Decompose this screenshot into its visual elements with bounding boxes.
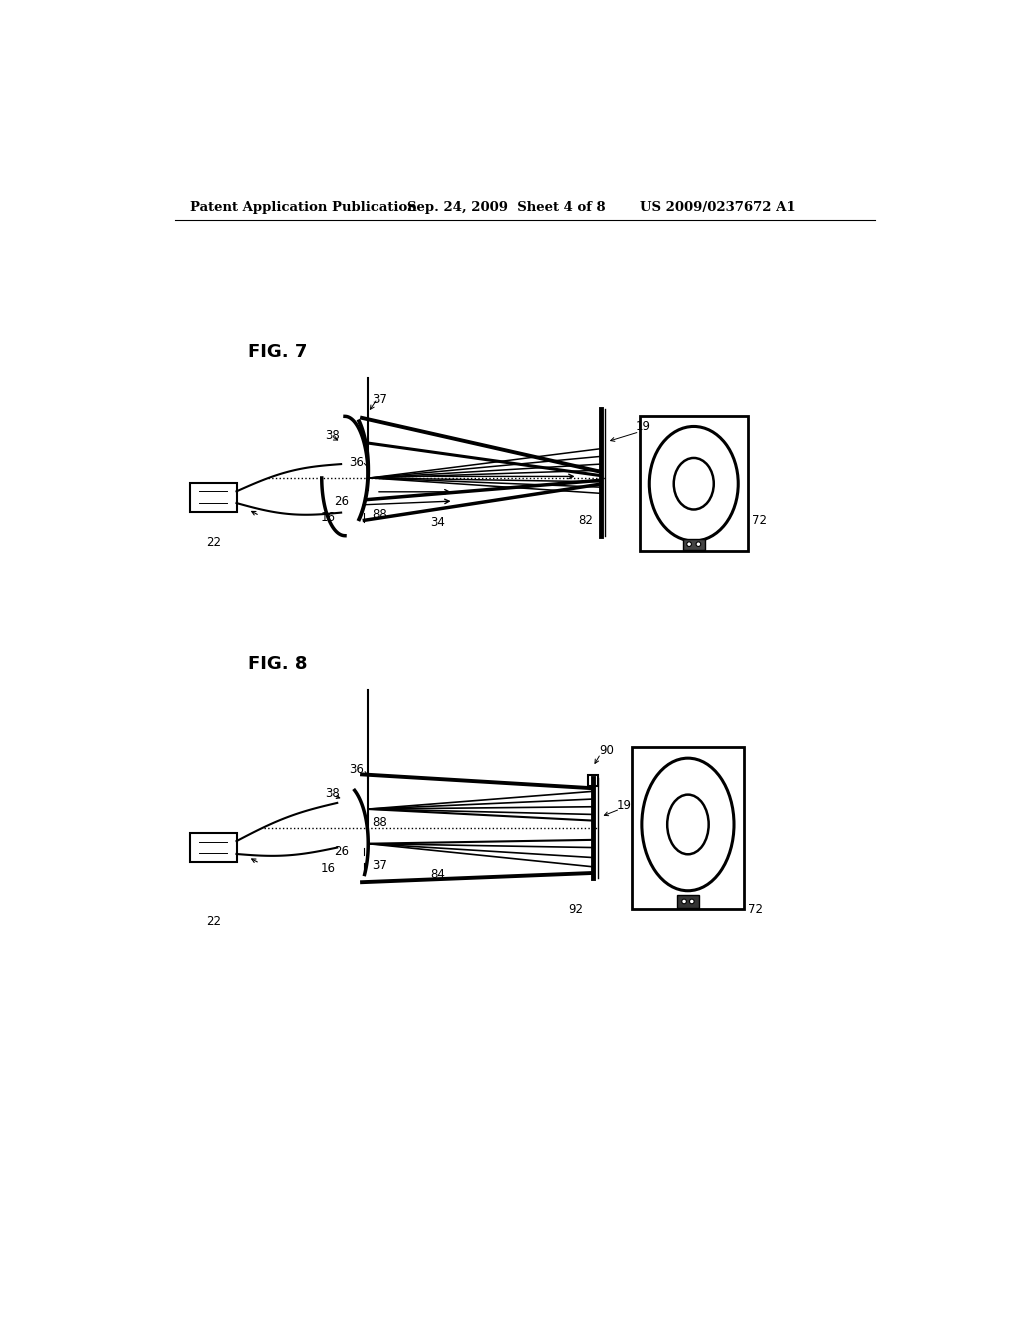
Text: 37: 37 bbox=[372, 393, 387, 407]
Bar bbox=[683, 539, 705, 549]
Text: 82: 82 bbox=[579, 513, 593, 527]
Ellipse shape bbox=[668, 795, 709, 854]
Bar bbox=[588, 775, 598, 785]
Text: 37: 37 bbox=[372, 859, 387, 871]
Text: 22: 22 bbox=[206, 536, 221, 549]
Text: 22: 22 bbox=[206, 915, 221, 928]
Text: 90: 90 bbox=[599, 743, 614, 756]
Text: 16: 16 bbox=[321, 862, 336, 875]
Circle shape bbox=[696, 543, 700, 546]
Text: 34: 34 bbox=[430, 516, 445, 529]
Text: 19: 19 bbox=[616, 799, 631, 812]
Text: FIG. 7: FIG. 7 bbox=[248, 343, 307, 362]
Text: 92: 92 bbox=[568, 903, 584, 916]
Ellipse shape bbox=[674, 458, 714, 510]
Text: 19: 19 bbox=[636, 420, 650, 433]
Circle shape bbox=[687, 543, 691, 546]
Bar bbox=[677, 895, 698, 908]
Text: 36: 36 bbox=[349, 763, 365, 776]
Bar bbox=[640, 416, 748, 552]
Text: 72: 72 bbox=[752, 513, 767, 527]
Text: 16: 16 bbox=[321, 511, 336, 524]
Text: 88: 88 bbox=[372, 508, 387, 521]
Text: 88: 88 bbox=[372, 816, 387, 829]
Text: Patent Application Publication: Patent Application Publication bbox=[190, 201, 417, 214]
Text: 84: 84 bbox=[430, 869, 445, 880]
Bar bbox=[190, 483, 237, 512]
Text: 38: 38 bbox=[326, 787, 340, 800]
Circle shape bbox=[689, 899, 694, 904]
Text: 26: 26 bbox=[334, 845, 349, 858]
Text: 26: 26 bbox=[334, 495, 349, 508]
Text: US 2009/0237672 A1: US 2009/0237672 A1 bbox=[640, 201, 795, 214]
Circle shape bbox=[682, 899, 686, 904]
Text: FIG. 8: FIG. 8 bbox=[248, 655, 307, 673]
Text: 38: 38 bbox=[326, 429, 340, 442]
Ellipse shape bbox=[649, 426, 738, 541]
Bar bbox=[190, 833, 237, 862]
Text: 72: 72 bbox=[748, 903, 763, 916]
Text: 36: 36 bbox=[349, 455, 365, 469]
Bar bbox=[632, 747, 744, 909]
Text: Sep. 24, 2009  Sheet 4 of 8: Sep. 24, 2009 Sheet 4 of 8 bbox=[407, 201, 605, 214]
Ellipse shape bbox=[642, 758, 734, 891]
